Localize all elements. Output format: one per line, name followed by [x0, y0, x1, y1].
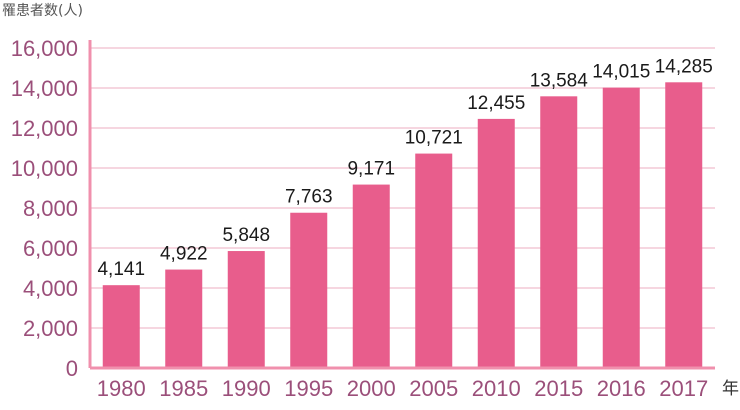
y-axis-ticks: 0 2,000 4,000 6,000 8,000 10,000 12,000 14,000 1…	[11, 36, 78, 381]
x-axis-ticks: 1980 1985 1990 1995 2000 2005 2010 2015 2016 2017	[97, 376, 708, 401]
y-tick-label: 4,000	[23, 276, 78, 301]
bar	[290, 212, 328, 368]
bar	[477, 118, 515, 369]
axes: 年	[88, 40, 739, 399]
y-tick-label: 12,000	[11, 116, 78, 141]
y-tick-label: 6,000	[23, 236, 78, 261]
y-tick-label: 0	[66, 356, 78, 381]
data-label: 5,848	[222, 225, 270, 246]
y-tick-label: 14,000	[11, 76, 78, 101]
data-labels: 4,141 4,922 5,848 7,763 9,171 10,72112,45513,…	[97, 56, 712, 280]
x-tick-label: 2017	[659, 376, 708, 401]
bar	[602, 87, 640, 368]
bar	[102, 285, 140, 368]
data-label: 9,171	[347, 159, 395, 180]
x-tick-label: 2000	[347, 376, 396, 401]
data-label: 12,455	[467, 93, 525, 114]
bar	[352, 184, 390, 368]
y-tick-label: 8,000	[23, 196, 78, 221]
bar	[165, 269, 203, 368]
x-tick-label: 2015	[534, 376, 583, 401]
bar	[415, 153, 453, 368]
bar	[540, 96, 578, 368]
x-tick-label: 1985	[159, 376, 208, 401]
data-label: 14,285	[655, 56, 713, 77]
data-label: 10,721	[405, 128, 463, 149]
x-tick-label: 2005	[409, 376, 458, 401]
data-label: 4,141	[97, 259, 145, 280]
bar	[227, 251, 265, 368]
y-axis-title: 罹患者数(人)	[2, 3, 83, 19]
x-tick-label: 1990	[222, 376, 271, 401]
x-tick-label: 2016	[597, 376, 646, 401]
data-label: 4,922	[160, 244, 208, 265]
bars	[102, 82, 703, 369]
y-tick-label: 16,000	[11, 36, 78, 61]
x-tick-label: 2010	[472, 376, 521, 401]
y-tick-label: 10,000	[11, 156, 78, 181]
data-label: 14,015	[592, 62, 650, 83]
y-tick-label: 2,000	[23, 316, 78, 341]
x-axis-unit: 年	[722, 379, 739, 399]
x-tick-label: 1980	[97, 376, 146, 401]
bar	[665, 82, 703, 369]
data-label: 7,763	[285, 187, 333, 208]
data-label: 13,584	[530, 70, 589, 91]
x-tick-label: 1995	[284, 376, 333, 401]
